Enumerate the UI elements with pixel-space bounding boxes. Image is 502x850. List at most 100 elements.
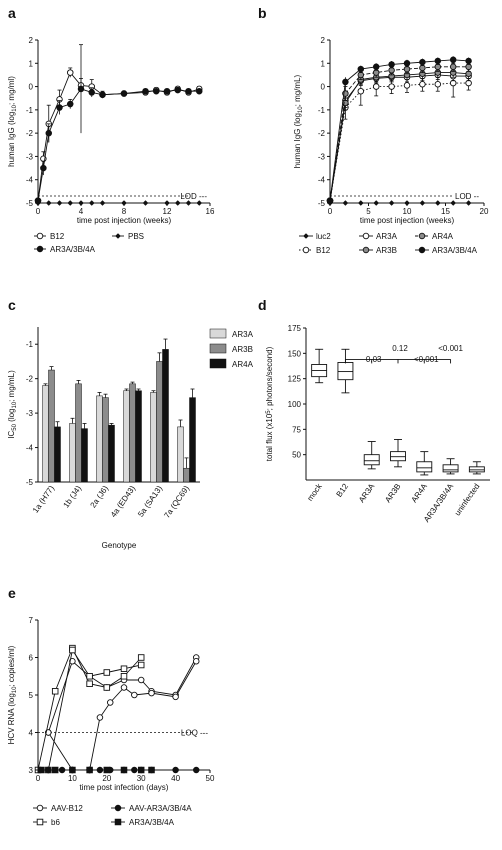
- a-point: [56, 104, 63, 111]
- b-series-line: [329, 74, 469, 201]
- b-series-line: [329, 72, 469, 201]
- e-legend-marker: [114, 818, 122, 826]
- b-y-tick-label: -4: [318, 176, 326, 185]
- d-y-tick-label: 175: [288, 324, 302, 333]
- c-bar: [81, 428, 88, 483]
- c-bar: [156, 361, 163, 483]
- d-box: [363, 454, 380, 466]
- panel-letter-b: b: [258, 5, 267, 21]
- e-series-line: [47, 648, 142, 771]
- c-bar: [177, 426, 184, 483]
- b-point: [403, 82, 411, 89]
- e-y-label: HCV RNA (log10; copies/ml): [7, 645, 18, 744]
- a-point: [78, 200, 84, 206]
- b-x-tick-label: 20: [480, 207, 489, 216]
- b-y-tick-label: -1: [318, 106, 326, 115]
- d-pvalue-label: <0.001: [414, 355, 439, 364]
- e-point: [192, 658, 200, 665]
- a-y-tick-label: -1: [26, 106, 34, 115]
- b-point: [449, 63, 457, 71]
- a-point: [45, 129, 53, 137]
- c-y-tick-label: -4: [26, 444, 34, 453]
- a-point: [88, 89, 95, 96]
- b-point: [419, 80, 426, 88]
- e-x-tick-label: 20: [102, 774, 111, 783]
- a-point: [152, 87, 160, 95]
- b-point: [373, 200, 379, 206]
- c-legend-label: AR3B: [232, 345, 253, 354]
- d-pvalue-label: <0.001: [438, 344, 463, 353]
- c-y-label: IC50 (log10; mg/mL): [7, 370, 18, 439]
- a-lod-label: LOD ---: [180, 192, 207, 201]
- c-bar: [96, 395, 103, 483]
- b-legend-label: AR4A: [432, 232, 454, 241]
- b-y-label: human IgG (log10; mg/mL): [293, 74, 304, 168]
- b-y-tick-label: 0: [321, 83, 326, 92]
- a-point: [88, 200, 95, 206]
- a-point: [77, 85, 85, 93]
- e-y-tick-label: 6: [29, 654, 34, 663]
- c-bar: [183, 467, 190, 483]
- e-point: [103, 669, 111, 676]
- a-point: [99, 91, 106, 98]
- d-y-tick-label: 150: [288, 349, 302, 358]
- b-x-tick-label: 10: [403, 207, 412, 216]
- c-bar: [102, 397, 109, 483]
- a-point: [40, 164, 47, 172]
- e-legend-marker: [36, 818, 44, 826]
- b-legend-label: AR3A/3B/4A: [432, 246, 478, 255]
- b-point: [372, 63, 380, 71]
- a-legend-marker: [115, 233, 121, 239]
- a-y-tick-label: -5: [26, 199, 34, 208]
- e-x-tick-label: 50: [206, 774, 215, 783]
- c-bar: [150, 392, 157, 483]
- a-point: [142, 87, 149, 95]
- b-point: [434, 80, 442, 88]
- c-bar: [129, 383, 136, 483]
- c-legend-label: AR4A: [232, 360, 254, 369]
- d-x-tick-label: AR3A: [357, 481, 377, 504]
- c-x-tick-label: 5a (SA13): [136, 484, 164, 519]
- e-point: [69, 658, 76, 665]
- b-y-tick-label: -5: [318, 199, 326, 208]
- c-bar: [123, 390, 130, 483]
- b-legend-label: luc2: [316, 232, 331, 241]
- b-y-tick-label: -3: [318, 152, 326, 161]
- e-point: [69, 646, 76, 654]
- a-y-tick-label: 1: [29, 59, 34, 68]
- b-series-line: [329, 59, 469, 201]
- d-y-tick-label: 50: [292, 451, 301, 460]
- a-point: [174, 200, 181, 206]
- a-point: [195, 87, 203, 95]
- d-x-tick-label: uninfected: [453, 482, 482, 517]
- a-x-label: time post injection (weeks): [77, 216, 172, 225]
- d-x-tick-label: AR3B: [383, 482, 402, 504]
- e-y-tick-label: 4: [29, 729, 34, 738]
- chart-panel-b: 0 5 10 15 20 -5 -4 -3 -2 -1 0 1 2 LOD -- time post inj…: [293, 36, 489, 255]
- e-point: [103, 684, 111, 691]
- e-y-tick-label: 3: [29, 766, 34, 775]
- b-x-tick-label: 15: [441, 207, 450, 216]
- e-legend-label: AR3A/3B/4A: [129, 818, 175, 827]
- e-legend-marker: [36, 804, 44, 812]
- e-point: [131, 691, 138, 699]
- c-x-tick-label: 2a (J6): [88, 484, 110, 510]
- b-legend-label: AR3B: [376, 246, 397, 255]
- b-point: [404, 200, 410, 206]
- a-point: [56, 200, 63, 206]
- b-legend-marker: [302, 246, 310, 254]
- a-legend-label: AR3A/3B/4A: [50, 245, 96, 254]
- a-series-line: [37, 88, 200, 201]
- b-legend-label: AR3A: [376, 232, 398, 241]
- e-x-tick-label: 10: [68, 774, 77, 783]
- c-y-tick-label: -5: [26, 478, 34, 487]
- a-legend-marker: [36, 245, 44, 253]
- e-point: [120, 673, 128, 680]
- b-y-tick-label: 2: [321, 36, 326, 45]
- a-legend-label: B12: [50, 232, 65, 241]
- e-point: [137, 661, 145, 669]
- b-x-label: time post injection (weeks): [360, 216, 455, 225]
- a-point: [185, 200, 192, 206]
- d-x-tick-label: AR4A: [410, 481, 430, 504]
